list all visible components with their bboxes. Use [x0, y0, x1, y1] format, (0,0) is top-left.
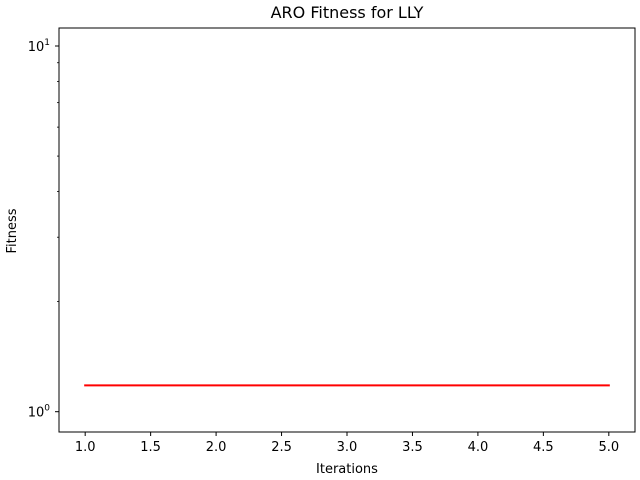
x-tick-label: 3.5: [402, 440, 423, 455]
y-tick-label: 101: [28, 38, 50, 55]
y-tick-label-base: 10: [28, 40, 45, 55]
x-tick-label: 3.0: [337, 440, 358, 455]
chart-title: ARO Fitness for LLY: [271, 3, 424, 22]
y-axis-label: Fitness: [5, 208, 20, 253]
x-tick-label: 1.5: [140, 440, 161, 455]
x-tick-label: 4.0: [468, 440, 489, 455]
x-tick-label: 5.0: [598, 440, 619, 455]
x-tick-label: 1.0: [75, 440, 96, 455]
x-axis-label: Iterations: [316, 462, 378, 477]
y-tick-label-exponent: 0: [44, 404, 50, 414]
y-tick-label-exponent: 1: [44, 38, 50, 48]
x-tick-label: 2.5: [271, 440, 292, 455]
axes-frame: [58, 27, 636, 433]
x-axis: 1.0 1.5 2.0 2.5 3.0 3.5 4.0 4.5 5.0: [75, 432, 619, 455]
y-tick-label: 100: [28, 404, 51, 421]
x-tick-label: 4.5: [533, 440, 554, 455]
y-tick-label-base: 10: [28, 406, 45, 421]
x-tick-label: 2.0: [206, 440, 227, 455]
